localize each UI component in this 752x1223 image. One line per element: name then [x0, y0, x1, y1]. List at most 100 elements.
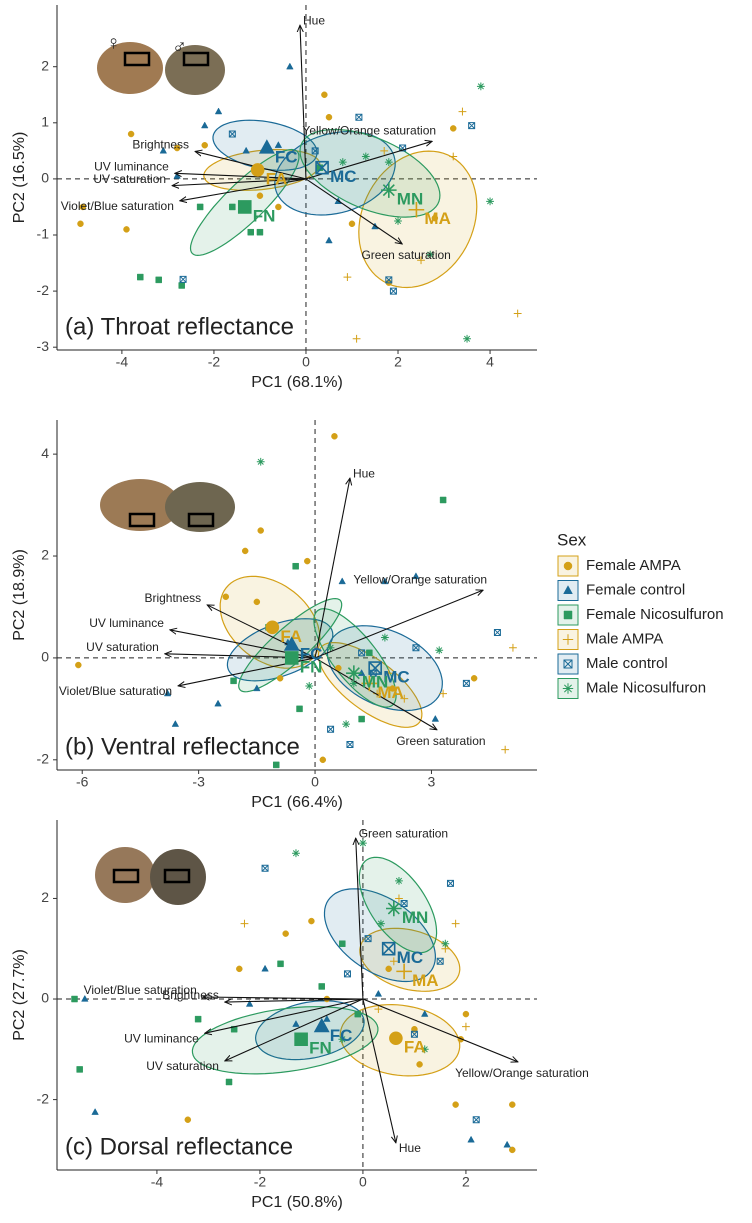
confidence-ellipse — [323, 888, 437, 983]
x-tick-label: -4 — [151, 1174, 164, 1190]
point — [389, 957, 398, 966]
loading-label: Violet/Blue saturation — [84, 983, 197, 997]
point — [201, 142, 208, 149]
point — [222, 593, 230, 600]
centroid — [361, 675, 378, 692]
point — [256, 457, 265, 466]
point — [354, 1010, 362, 1018]
loading-arrow — [225, 998, 364, 1061]
y-tick-label: 2 — [41, 547, 49, 563]
group-code: MA — [412, 971, 438, 990]
point — [256, 228, 264, 236]
point — [380, 633, 389, 642]
panel-title: (a) Throat reflectance — [65, 313, 294, 340]
loading-arrow — [175, 173, 306, 180]
point — [201, 121, 209, 129]
group-code: FA — [266, 169, 288, 188]
point — [509, 1146, 516, 1154]
point — [410, 1030, 418, 1038]
point — [462, 679, 470, 687]
y-tick-label: -1 — [37, 226, 50, 242]
point — [331, 433, 338, 440]
point — [431, 214, 439, 222]
x-axis-title: PC1 (68.1%) — [251, 374, 343, 391]
point — [247, 228, 254, 236]
panel-title: (b) Ventral reflectance — [65, 733, 300, 760]
legend-label: Male control — [586, 655, 668, 672]
loading-arrow — [314, 657, 437, 730]
group-code: FC — [300, 645, 323, 664]
point — [346, 741, 354, 749]
point — [416, 1061, 423, 1068]
panel: -4 -2 0 2 4 -3 -2 -1 0 1 2 PC1 (68.1%) PC2 (16.5%) Hu… — [11, 5, 537, 391]
centroid — [381, 941, 396, 956]
point — [439, 689, 447, 698]
point — [179, 275, 187, 283]
point — [214, 699, 222, 707]
point — [509, 1101, 516, 1108]
point — [394, 217, 402, 225]
x-tick-label: 3 — [428, 774, 436, 790]
point — [171, 720, 180, 727]
y-tick-label: 2 — [41, 57, 49, 73]
point — [452, 1101, 459, 1108]
loading-arrow — [305, 178, 402, 244]
loading-arrow — [205, 998, 364, 1033]
loading-arrow — [314, 590, 483, 659]
point — [236, 965, 243, 973]
x-tick-label: 0 — [302, 354, 310, 370]
point — [282, 930, 289, 937]
legend-marker — [563, 610, 573, 620]
loading-arrow — [195, 151, 307, 180]
point — [380, 146, 389, 155]
male-symbol: ♂ — [172, 36, 187, 58]
legend-label: Male AMPA — [586, 630, 663, 647]
point — [468, 122, 476, 130]
point — [155, 276, 162, 284]
point — [509, 643, 517, 652]
point — [81, 994, 89, 1002]
loading-label: Hue — [353, 466, 375, 480]
point — [400, 899, 408, 907]
centroid — [368, 661, 382, 675]
point — [339, 940, 346, 947]
confidence-ellipse — [226, 618, 334, 682]
group-code: MC — [383, 668, 409, 687]
point — [366, 649, 373, 657]
y-tick-label: 0 — [41, 170, 49, 186]
point — [308, 917, 315, 925]
point — [412, 572, 420, 580]
point — [458, 107, 467, 116]
y-tick-label: 0 — [41, 649, 49, 665]
point — [71, 995, 78, 1003]
point — [384, 158, 393, 166]
point — [476, 82, 485, 91]
point — [311, 147, 319, 155]
point — [296, 705, 303, 713]
group-code: FA — [280, 627, 302, 646]
point — [385, 965, 392, 973]
point — [292, 849, 300, 858]
x-tick-label: 2 — [394, 354, 402, 370]
x-tick-label: 2 — [462, 1174, 470, 1190]
centroid — [346, 665, 362, 682]
point — [319, 756, 327, 763]
point — [304, 557, 311, 565]
legend-marker — [563, 659, 573, 669]
point — [349, 679, 358, 688]
point — [230, 677, 237, 685]
loading-label: Yellow/Orange saturation — [455, 1066, 589, 1080]
point — [395, 876, 403, 885]
point — [325, 236, 333, 244]
point — [242, 146, 250, 154]
point — [420, 1045, 429, 1054]
centroid — [396, 963, 412, 980]
toad-images: ♀ ♂ — [95, 32, 235, 905]
point — [261, 964, 269, 972]
point — [421, 1009, 429, 1017]
x-tick-label: -6 — [76, 774, 89, 790]
group-code: FC — [275, 148, 298, 167]
point — [91, 1108, 99, 1115]
